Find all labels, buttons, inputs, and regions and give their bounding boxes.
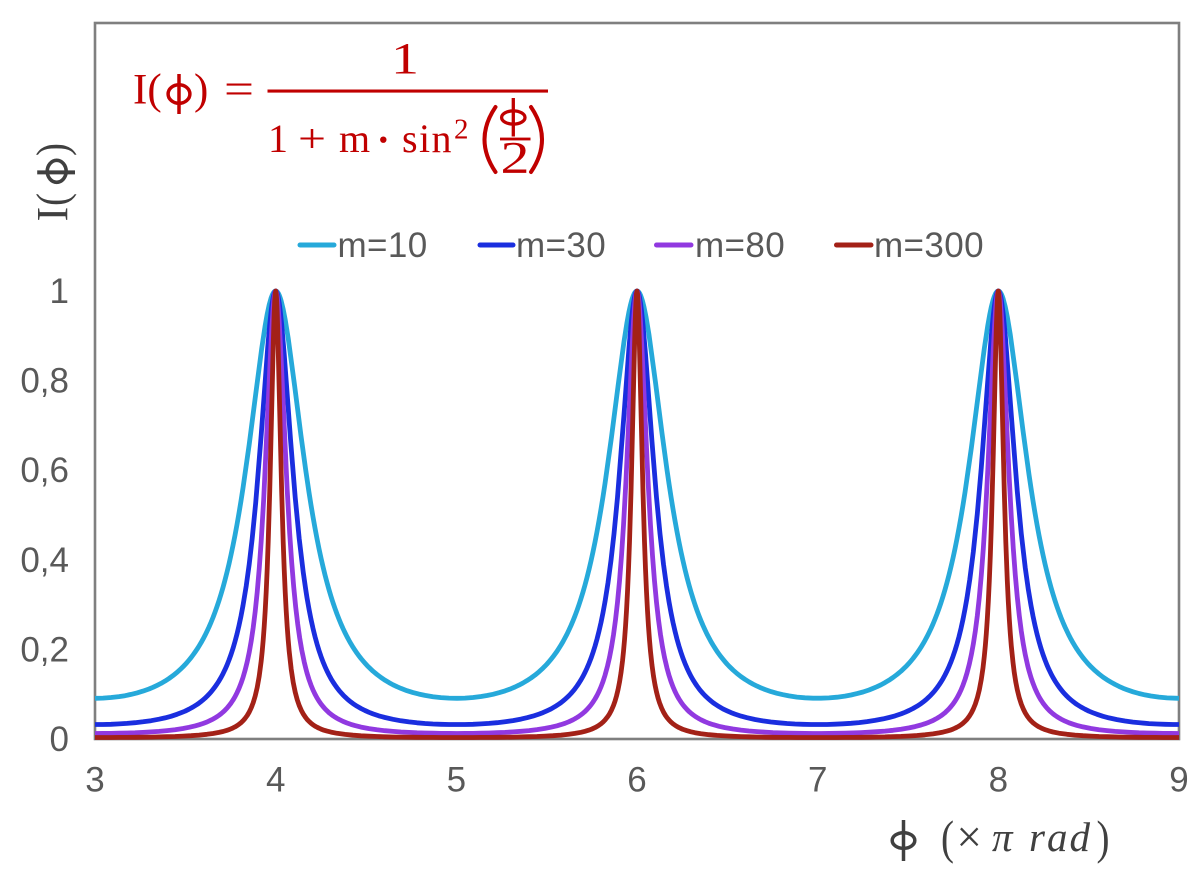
svg-text:1: 1 <box>391 34 419 83</box>
svg-text:8: 8 <box>989 760 1008 799</box>
svg-text:6: 6 <box>627 760 646 799</box>
svg-text:9: 9 <box>1169 760 1188 799</box>
svg-text:(: ( <box>941 812 954 865</box>
svg-text:2: 2 <box>454 114 469 146</box>
svg-text:4: 4 <box>266 760 285 799</box>
svg-text:0,6: 0,6 <box>20 451 69 490</box>
svg-text:π: π <box>992 814 1014 860</box>
svg-text:m=300: m=300 <box>874 226 984 265</box>
svg-text:m: m <box>339 116 370 161</box>
svg-text:): ) <box>28 143 77 156</box>
svg-text:=: = <box>224 67 254 114</box>
svg-text:5: 5 <box>447 760 466 799</box>
svg-text:3: 3 <box>85 760 104 799</box>
svg-text:sin: sin <box>402 116 453 161</box>
svg-text:m=80: m=80 <box>695 226 785 265</box>
svg-text:): ) <box>194 67 208 114</box>
svg-text:I(: I( <box>133 67 162 114</box>
svg-text:1: 1 <box>268 116 288 161</box>
svg-text:×: × <box>957 812 982 862</box>
svg-text:0: 0 <box>50 720 69 759</box>
svg-text:7: 7 <box>808 760 827 799</box>
svg-text:): ) <box>1097 812 1110 865</box>
svg-text:+: + <box>298 116 326 161</box>
svg-text:I: I <box>28 207 77 222</box>
svg-text:1: 1 <box>50 272 69 311</box>
svg-text:m=10: m=10 <box>338 226 428 265</box>
svg-text:0,8: 0,8 <box>20 362 69 401</box>
svg-text:0,2: 0,2 <box>20 630 69 669</box>
svg-text:rad: rad <box>1029 814 1092 860</box>
svg-text:m=30: m=30 <box>516 226 606 265</box>
svg-text:2: 2 <box>501 133 530 183</box>
svg-text:(: ( <box>28 193 77 206</box>
svg-text:0,4: 0,4 <box>20 541 69 580</box>
